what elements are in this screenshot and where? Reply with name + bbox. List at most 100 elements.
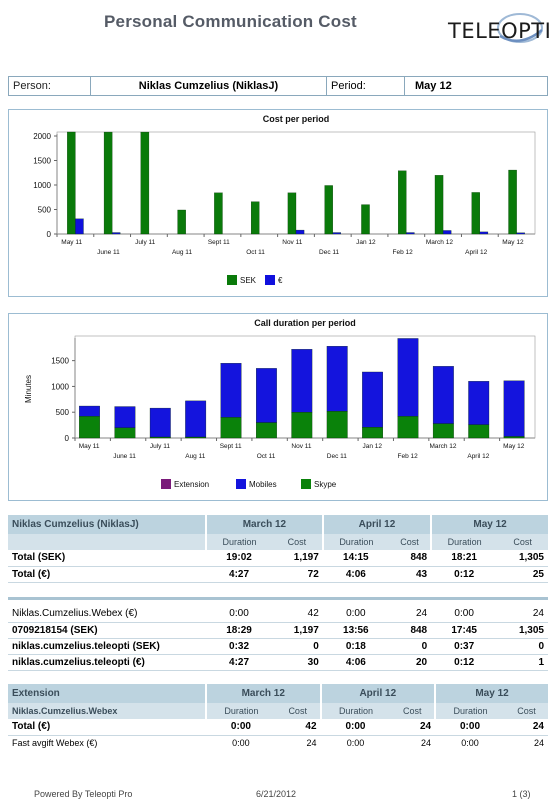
table-row: 0709218154 (SEK) 18:29 1,197 13:56 848 17:45 1… (8, 622, 548, 639)
cost-cell: 24 (497, 606, 548, 623)
period-header: May 12 (430, 515, 548, 534)
duration-header: Duration (204, 534, 273, 550)
x-tick-label: May 11 (79, 443, 100, 450)
extension-name: Extension (8, 684, 206, 703)
y-tick-label: 500 (56, 408, 70, 417)
bar-eur (332, 232, 342, 235)
footer-date: 6/21/2012 (256, 789, 297, 799)
bar-mobiles (397, 338, 419, 417)
duration-header: Duration (205, 703, 276, 719)
bar-sek (103, 131, 113, 235)
cost-cell: 25 (497, 566, 548, 583)
x-tick-label: June 11 (113, 453, 136, 460)
duration-cell: 4:27 (206, 566, 273, 583)
duration-cell: 4:27 (206, 654, 273, 671)
duration-cell: 0:00 (461, 738, 479, 749)
duration-cell: 0:18 (322, 638, 389, 655)
legend-label: Mobiles (249, 480, 277, 489)
duration-cell: 0:00 (206, 719, 276, 736)
x-tick-label: Oct 11 (246, 249, 265, 256)
bar-mobiles (256, 368, 277, 423)
bar-eur (442, 230, 452, 235)
x-tick-label: Jan 12 (362, 443, 382, 450)
bar-sek (177, 209, 186, 235)
x-tick-label: May 11 (61, 239, 82, 246)
legend-label: Skype (314, 480, 337, 489)
x-tick-label: Feb 12 (397, 453, 418, 460)
duration-cell: 4:06 (322, 566, 389, 583)
x-tick-label: Nov 11 (291, 443, 311, 450)
row-label: Niklas.Cumzelius.Webex (€) (8, 606, 206, 623)
chart-title: Cost per period (263, 114, 330, 124)
table-row: Total (€) 0:00 42 0:00 24 0:00 24 (8, 719, 548, 736)
table-person-name: Niklas Cumzelius (NiklasJ) (8, 515, 206, 534)
table-row: Total (SEK) 19:02 1,197 14:15 848 18:21 1,305 (8, 550, 548, 567)
report-title: Personal Communication Cost (104, 12, 357, 31)
x-tick-label: March 12 (426, 239, 453, 246)
cost-cell: 72 (272, 566, 323, 583)
bar-skype (397, 416, 419, 439)
cost-header: Cost (497, 534, 548, 550)
duration-cell: 0:00 (431, 606, 498, 623)
duration-cell: 4:06 (322, 654, 389, 671)
row-label: niklas.cumzelius.teleopti (€) (8, 654, 206, 671)
bar-skype (79, 416, 100, 439)
duration-header: Duration (319, 703, 391, 719)
bar-skype (185, 436, 207, 439)
period-value: May 12 (415, 80, 452, 92)
cost-header: Cost (272, 534, 323, 550)
bar-sek (324, 185, 333, 235)
legend-swatch (227, 275, 237, 285)
cost-header: Cost (390, 703, 436, 719)
bar-sek (287, 192, 297, 235)
bar-sek (434, 175, 444, 235)
bar-mobiles (185, 400, 207, 438)
bar-skype (503, 436, 525, 439)
legend-swatch (301, 479, 311, 489)
x-tick-label: Jan 12 (356, 239, 376, 246)
bar-eur (295, 229, 305, 235)
duration-header: Duration (321, 534, 389, 550)
bar-sek (250, 201, 260, 235)
x-tick-label: July 11 (150, 443, 170, 450)
legend-swatch (161, 479, 171, 489)
x-tick-label: Dec 11 (327, 453, 347, 460)
bar-mobiles (503, 380, 525, 437)
duration-cell: 14:15 (322, 550, 389, 567)
duration-cell: 0:00 (206, 606, 273, 623)
cost-cell: 1,197 (272, 550, 323, 567)
period-header: March 12 (205, 515, 323, 534)
legend-swatch (236, 479, 246, 489)
duration-cell: 0:00 (232, 738, 250, 749)
bar-sek (398, 170, 407, 235)
legend-label: SEK (240, 276, 257, 285)
duration-cell: 0:00 (322, 606, 389, 623)
person-label: Person: (9, 77, 91, 95)
period-header: May 12 (434, 684, 548, 703)
duration-cell: 0:37 (431, 638, 498, 655)
bar-skype (291, 412, 313, 439)
cost-header: Cost (275, 703, 321, 719)
table-row: Total (€) 4:27 72 4:06 43 0:12 25 (8, 566, 548, 583)
legend-label: Extension (174, 480, 209, 489)
cost-cell: 24 (390, 719, 436, 736)
cost-cell: 30 (272, 654, 323, 671)
person-info-bar: Person: Niklas Cumzelius (NiklasJ) Perio… (8, 76, 548, 96)
bar-sek (214, 192, 223, 235)
bar-mobiles (220, 363, 242, 418)
x-tick-label: June 11 (97, 249, 120, 256)
cost-cell: 24 (504, 719, 548, 736)
duration-chart-svg: Call duration per period 0 500 1000 1500 Minu… (24, 318, 536, 489)
footer-page-number: 1 (3) (512, 789, 531, 799)
bar-mobiles (114, 406, 136, 428)
x-tick-label: Sept 11 (220, 443, 242, 450)
period-header: March 12 (205, 684, 321, 703)
bar-eur (75, 218, 84, 235)
cost-header: Cost (388, 534, 432, 550)
y-tick-label: 0 (65, 434, 70, 443)
cost-chart-svg: Cost per period 0 500 1000 1500 2000 May 11 Jun… (33, 114, 536, 285)
cost-cell: 848 (388, 622, 432, 639)
table-row: niklas.cumzelius.teleopti (SEK) 0:32 0 0:18… (8, 638, 548, 655)
cost-cell: 24 (421, 738, 432, 749)
bar-sek (140, 131, 150, 235)
